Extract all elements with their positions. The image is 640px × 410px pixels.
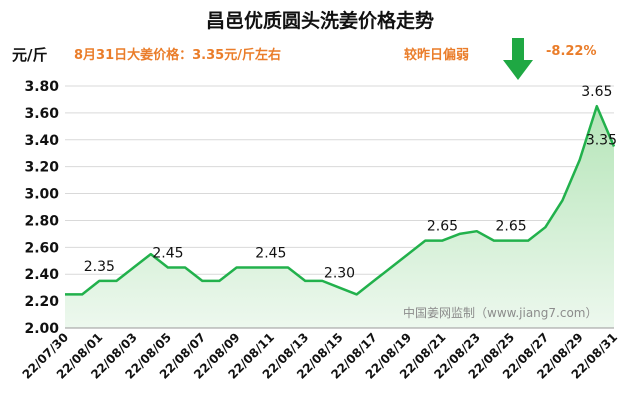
- data-label: 3.65: [581, 84, 612, 100]
- data-point: [595, 105, 598, 108]
- price-annotation: 8月31日大姜价格：3.35元/斤左右: [74, 48, 281, 63]
- data-point: [269, 266, 272, 269]
- data-point: [252, 266, 255, 269]
- y-axis-unit-label: 元/斤: [12, 46, 48, 64]
- down-arrow-icon: [503, 38, 533, 80]
- data-point: [561, 199, 564, 202]
- data-point: [578, 158, 581, 161]
- y-tick-label: 2.60: [24, 240, 59, 256]
- data-point: [115, 279, 118, 282]
- data-point: [81, 293, 84, 296]
- data-point: [424, 239, 427, 242]
- y-tick-label: 3.80: [24, 79, 59, 95]
- data-point: [492, 239, 495, 242]
- data-point: [475, 230, 478, 233]
- comparison-label: 较昨日偏弱: [404, 48, 470, 63]
- y-tick-label: 3.20: [24, 160, 59, 176]
- data-label: 2.65: [495, 219, 526, 235]
- y-tick-label: 3.40: [24, 133, 59, 149]
- data-label: 2.45: [255, 246, 286, 262]
- data-label: 3.35: [586, 133, 617, 149]
- data-point: [441, 239, 444, 242]
- data-point: [338, 286, 341, 289]
- watermark-text: 中国姜网监制（www.jiang7.com）: [403, 305, 597, 320]
- data-point: [527, 239, 530, 242]
- y-tick-label: 2.20: [24, 294, 59, 310]
- data-point: [407, 253, 410, 256]
- data-label: 2.65: [427, 219, 458, 235]
- data-point: [544, 226, 547, 229]
- data-point: [218, 279, 221, 282]
- y-tick-label: 2.40: [24, 267, 59, 283]
- chart-title: 昌邑优质圆头洗姜价格走势: [205, 10, 434, 32]
- data-point: [64, 293, 67, 296]
- data-point: [372, 279, 375, 282]
- data-label: 2.35: [84, 259, 115, 275]
- data-point: [510, 239, 513, 242]
- data-point: [98, 279, 101, 282]
- y-tick-label: 3.00: [24, 187, 59, 203]
- data-label: 2.30: [324, 266, 355, 282]
- data-point: [458, 232, 461, 235]
- y-tick-label: 2.80: [24, 213, 59, 229]
- comparison-value: -8.22%: [546, 44, 597, 59]
- data-label: 2.45: [152, 246, 183, 262]
- data-point: [132, 266, 135, 269]
- data-point: [166, 266, 169, 269]
- data-point: [235, 266, 238, 269]
- price-area-fill: [65, 106, 614, 328]
- price-series-line: [65, 104, 616, 296]
- data-point: [287, 266, 290, 269]
- y-tick-label: 2.00: [24, 321, 59, 337]
- data-point: [201, 279, 204, 282]
- data-point: [304, 279, 307, 282]
- data-point: [355, 293, 358, 296]
- y-tick-label: 3.60: [24, 106, 59, 122]
- data-point: [389, 266, 392, 269]
- data-point: [184, 266, 187, 269]
